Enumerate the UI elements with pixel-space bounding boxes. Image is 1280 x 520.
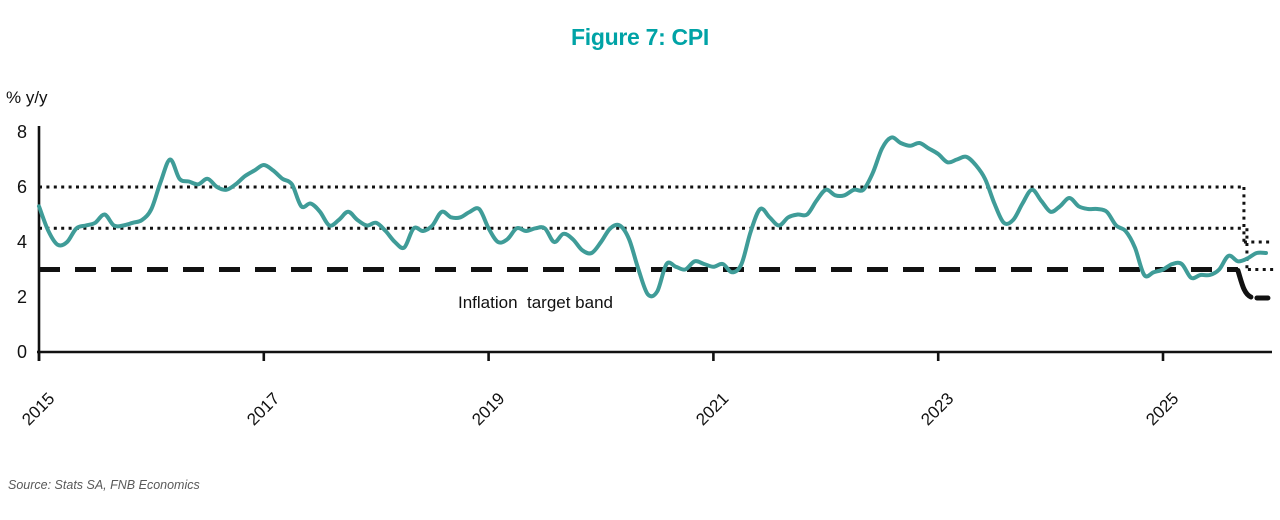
band-transition-lower-hook: [1235, 268, 1254, 300]
y-tick-label: 0: [16, 342, 27, 362]
chart-title: Figure 7: CPI: [571, 24, 709, 50]
inflation-target-band-label: Inflation target band: [458, 293, 614, 312]
y-tick-label: 4: [16, 232, 27, 252]
y-tick-label: 6: [16, 177, 27, 197]
y-tick-label: 8: [16, 122, 27, 142]
source-note: Source: Stats SA, FNB Economics: [8, 478, 200, 492]
y-tick-label: 2: [16, 287, 27, 307]
cpi-line: [37, 135, 1268, 299]
y-axis-unit-label: % y/y: [6, 88, 48, 107]
